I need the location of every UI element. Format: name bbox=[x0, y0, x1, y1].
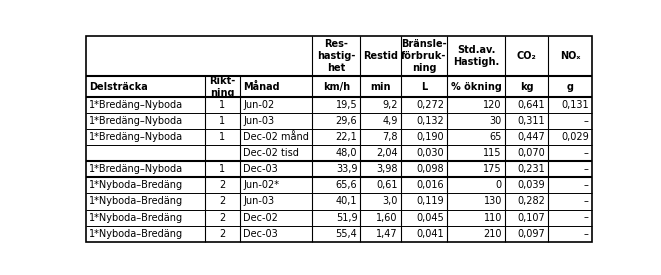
Text: 1: 1 bbox=[219, 100, 225, 110]
Text: 0,190: 0,190 bbox=[416, 132, 444, 142]
Text: Restid: Restid bbox=[363, 51, 398, 61]
Text: 0,070: 0,070 bbox=[518, 148, 545, 158]
Text: 0,132: 0,132 bbox=[416, 116, 444, 126]
Text: 0,231: 0,231 bbox=[518, 164, 545, 174]
Text: 2: 2 bbox=[219, 180, 225, 190]
Text: Rikt-
ning: Rikt- ning bbox=[209, 76, 235, 98]
Text: 2: 2 bbox=[219, 229, 225, 239]
Text: 4,9: 4,9 bbox=[382, 116, 397, 126]
Text: 2: 2 bbox=[219, 196, 225, 207]
Text: min: min bbox=[370, 81, 391, 92]
Text: 30: 30 bbox=[490, 116, 502, 126]
Text: 1: 1 bbox=[219, 164, 225, 174]
Text: –: – bbox=[584, 180, 589, 190]
Text: 1*Nyboda–Bredäng: 1*Nyboda–Bredäng bbox=[89, 196, 183, 207]
Text: 0,272: 0,272 bbox=[416, 100, 444, 110]
Text: 0,311: 0,311 bbox=[518, 116, 545, 126]
Text: 2: 2 bbox=[219, 213, 225, 222]
Text: km/h: km/h bbox=[323, 81, 350, 92]
Text: 130: 130 bbox=[484, 196, 502, 207]
Text: 1*Nyboda–Bredäng: 1*Nyboda–Bredäng bbox=[89, 229, 183, 239]
Text: L: L bbox=[421, 81, 427, 92]
Text: Bränsle-
förbruk-
ning: Bränsle- förbruk- ning bbox=[401, 39, 447, 73]
Text: 0,282: 0,282 bbox=[518, 196, 545, 207]
Text: –: – bbox=[584, 196, 589, 207]
Text: 0,641: 0,641 bbox=[518, 100, 545, 110]
Text: Dec-03: Dec-03 bbox=[243, 164, 278, 174]
Text: 7,8: 7,8 bbox=[382, 132, 397, 142]
Text: 1: 1 bbox=[219, 116, 225, 126]
Text: 0,097: 0,097 bbox=[518, 229, 545, 239]
Text: 0: 0 bbox=[496, 180, 502, 190]
Text: 55,4: 55,4 bbox=[336, 229, 358, 239]
Text: 1*Bredäng–Nyboda: 1*Bredäng–Nyboda bbox=[89, 100, 183, 110]
Text: 33,9: 33,9 bbox=[336, 164, 358, 174]
Text: 48,0: 48,0 bbox=[336, 148, 358, 158]
Text: 51,9: 51,9 bbox=[336, 213, 358, 222]
Text: 1*Nyboda–Bredäng: 1*Nyboda–Bredäng bbox=[89, 213, 183, 222]
Text: 1*Bredäng–Nyboda: 1*Bredäng–Nyboda bbox=[89, 164, 183, 174]
Text: 1*Nyboda–Bredäng: 1*Nyboda–Bredäng bbox=[89, 180, 183, 190]
Text: 1,60: 1,60 bbox=[376, 213, 397, 222]
Text: 0,098: 0,098 bbox=[416, 164, 444, 174]
Text: –: – bbox=[584, 164, 589, 174]
Text: 0,016: 0,016 bbox=[416, 180, 444, 190]
Text: –: – bbox=[584, 213, 589, 222]
Text: 0,045: 0,045 bbox=[416, 213, 444, 222]
Text: 0,107: 0,107 bbox=[518, 213, 545, 222]
Text: 2,04: 2,04 bbox=[376, 148, 397, 158]
Text: Jun-03: Jun-03 bbox=[243, 116, 274, 126]
Text: 1*Bredäng–Nyboda: 1*Bredäng–Nyboda bbox=[89, 116, 183, 126]
Text: 0,119: 0,119 bbox=[416, 196, 444, 207]
Text: Dec-02 månd: Dec-02 månd bbox=[243, 132, 309, 142]
Text: 40,1: 40,1 bbox=[336, 196, 358, 207]
Text: 22,1: 22,1 bbox=[336, 132, 358, 142]
Text: Dec-03: Dec-03 bbox=[243, 229, 278, 239]
Text: 110: 110 bbox=[484, 213, 502, 222]
Text: Jun-02: Jun-02 bbox=[243, 100, 274, 110]
Text: 210: 210 bbox=[483, 229, 502, 239]
Text: 0,131: 0,131 bbox=[561, 100, 589, 110]
Text: Delsträcka: Delsträcka bbox=[89, 81, 147, 92]
Text: 115: 115 bbox=[483, 148, 502, 158]
Text: 3,0: 3,0 bbox=[382, 196, 397, 207]
Text: 1,47: 1,47 bbox=[376, 229, 397, 239]
Text: 65,6: 65,6 bbox=[336, 180, 358, 190]
Text: NOₓ: NOₓ bbox=[560, 51, 580, 61]
Text: Jun-02*: Jun-02* bbox=[243, 180, 279, 190]
Text: –: – bbox=[584, 148, 589, 158]
Text: –: – bbox=[584, 116, 589, 126]
Text: 0,041: 0,041 bbox=[416, 229, 444, 239]
Text: 19,5: 19,5 bbox=[336, 100, 358, 110]
Text: Dec-02 tisd: Dec-02 tisd bbox=[243, 148, 299, 158]
Text: 120: 120 bbox=[483, 100, 502, 110]
Text: 175: 175 bbox=[483, 164, 502, 174]
Text: 1: 1 bbox=[219, 132, 225, 142]
Text: kg: kg bbox=[520, 81, 533, 92]
Text: Jun-03: Jun-03 bbox=[243, 196, 274, 207]
Text: 1*Bredäng–Nyboda: 1*Bredäng–Nyboda bbox=[89, 132, 183, 142]
Text: –: – bbox=[584, 229, 589, 239]
Text: Std.av.
Hastigh.: Std.av. Hastigh. bbox=[453, 45, 499, 67]
Text: 0,030: 0,030 bbox=[416, 148, 444, 158]
Text: 0,61: 0,61 bbox=[376, 180, 397, 190]
Text: 65: 65 bbox=[490, 132, 502, 142]
Text: 0,029: 0,029 bbox=[561, 132, 589, 142]
Text: 0,447: 0,447 bbox=[518, 132, 545, 142]
Text: Dec-02: Dec-02 bbox=[243, 213, 278, 222]
Text: 0,039: 0,039 bbox=[518, 180, 545, 190]
Text: 3,98: 3,98 bbox=[376, 164, 397, 174]
Text: 29,6: 29,6 bbox=[336, 116, 358, 126]
Text: Res-
hastig-
het: Res- hastig- het bbox=[317, 39, 356, 73]
Text: Månad: Månad bbox=[243, 81, 280, 92]
Text: % ökning: % ökning bbox=[451, 81, 502, 92]
Text: CO₂: CO₂ bbox=[517, 51, 537, 61]
Text: 9,2: 9,2 bbox=[382, 100, 397, 110]
Text: g: g bbox=[566, 81, 574, 92]
